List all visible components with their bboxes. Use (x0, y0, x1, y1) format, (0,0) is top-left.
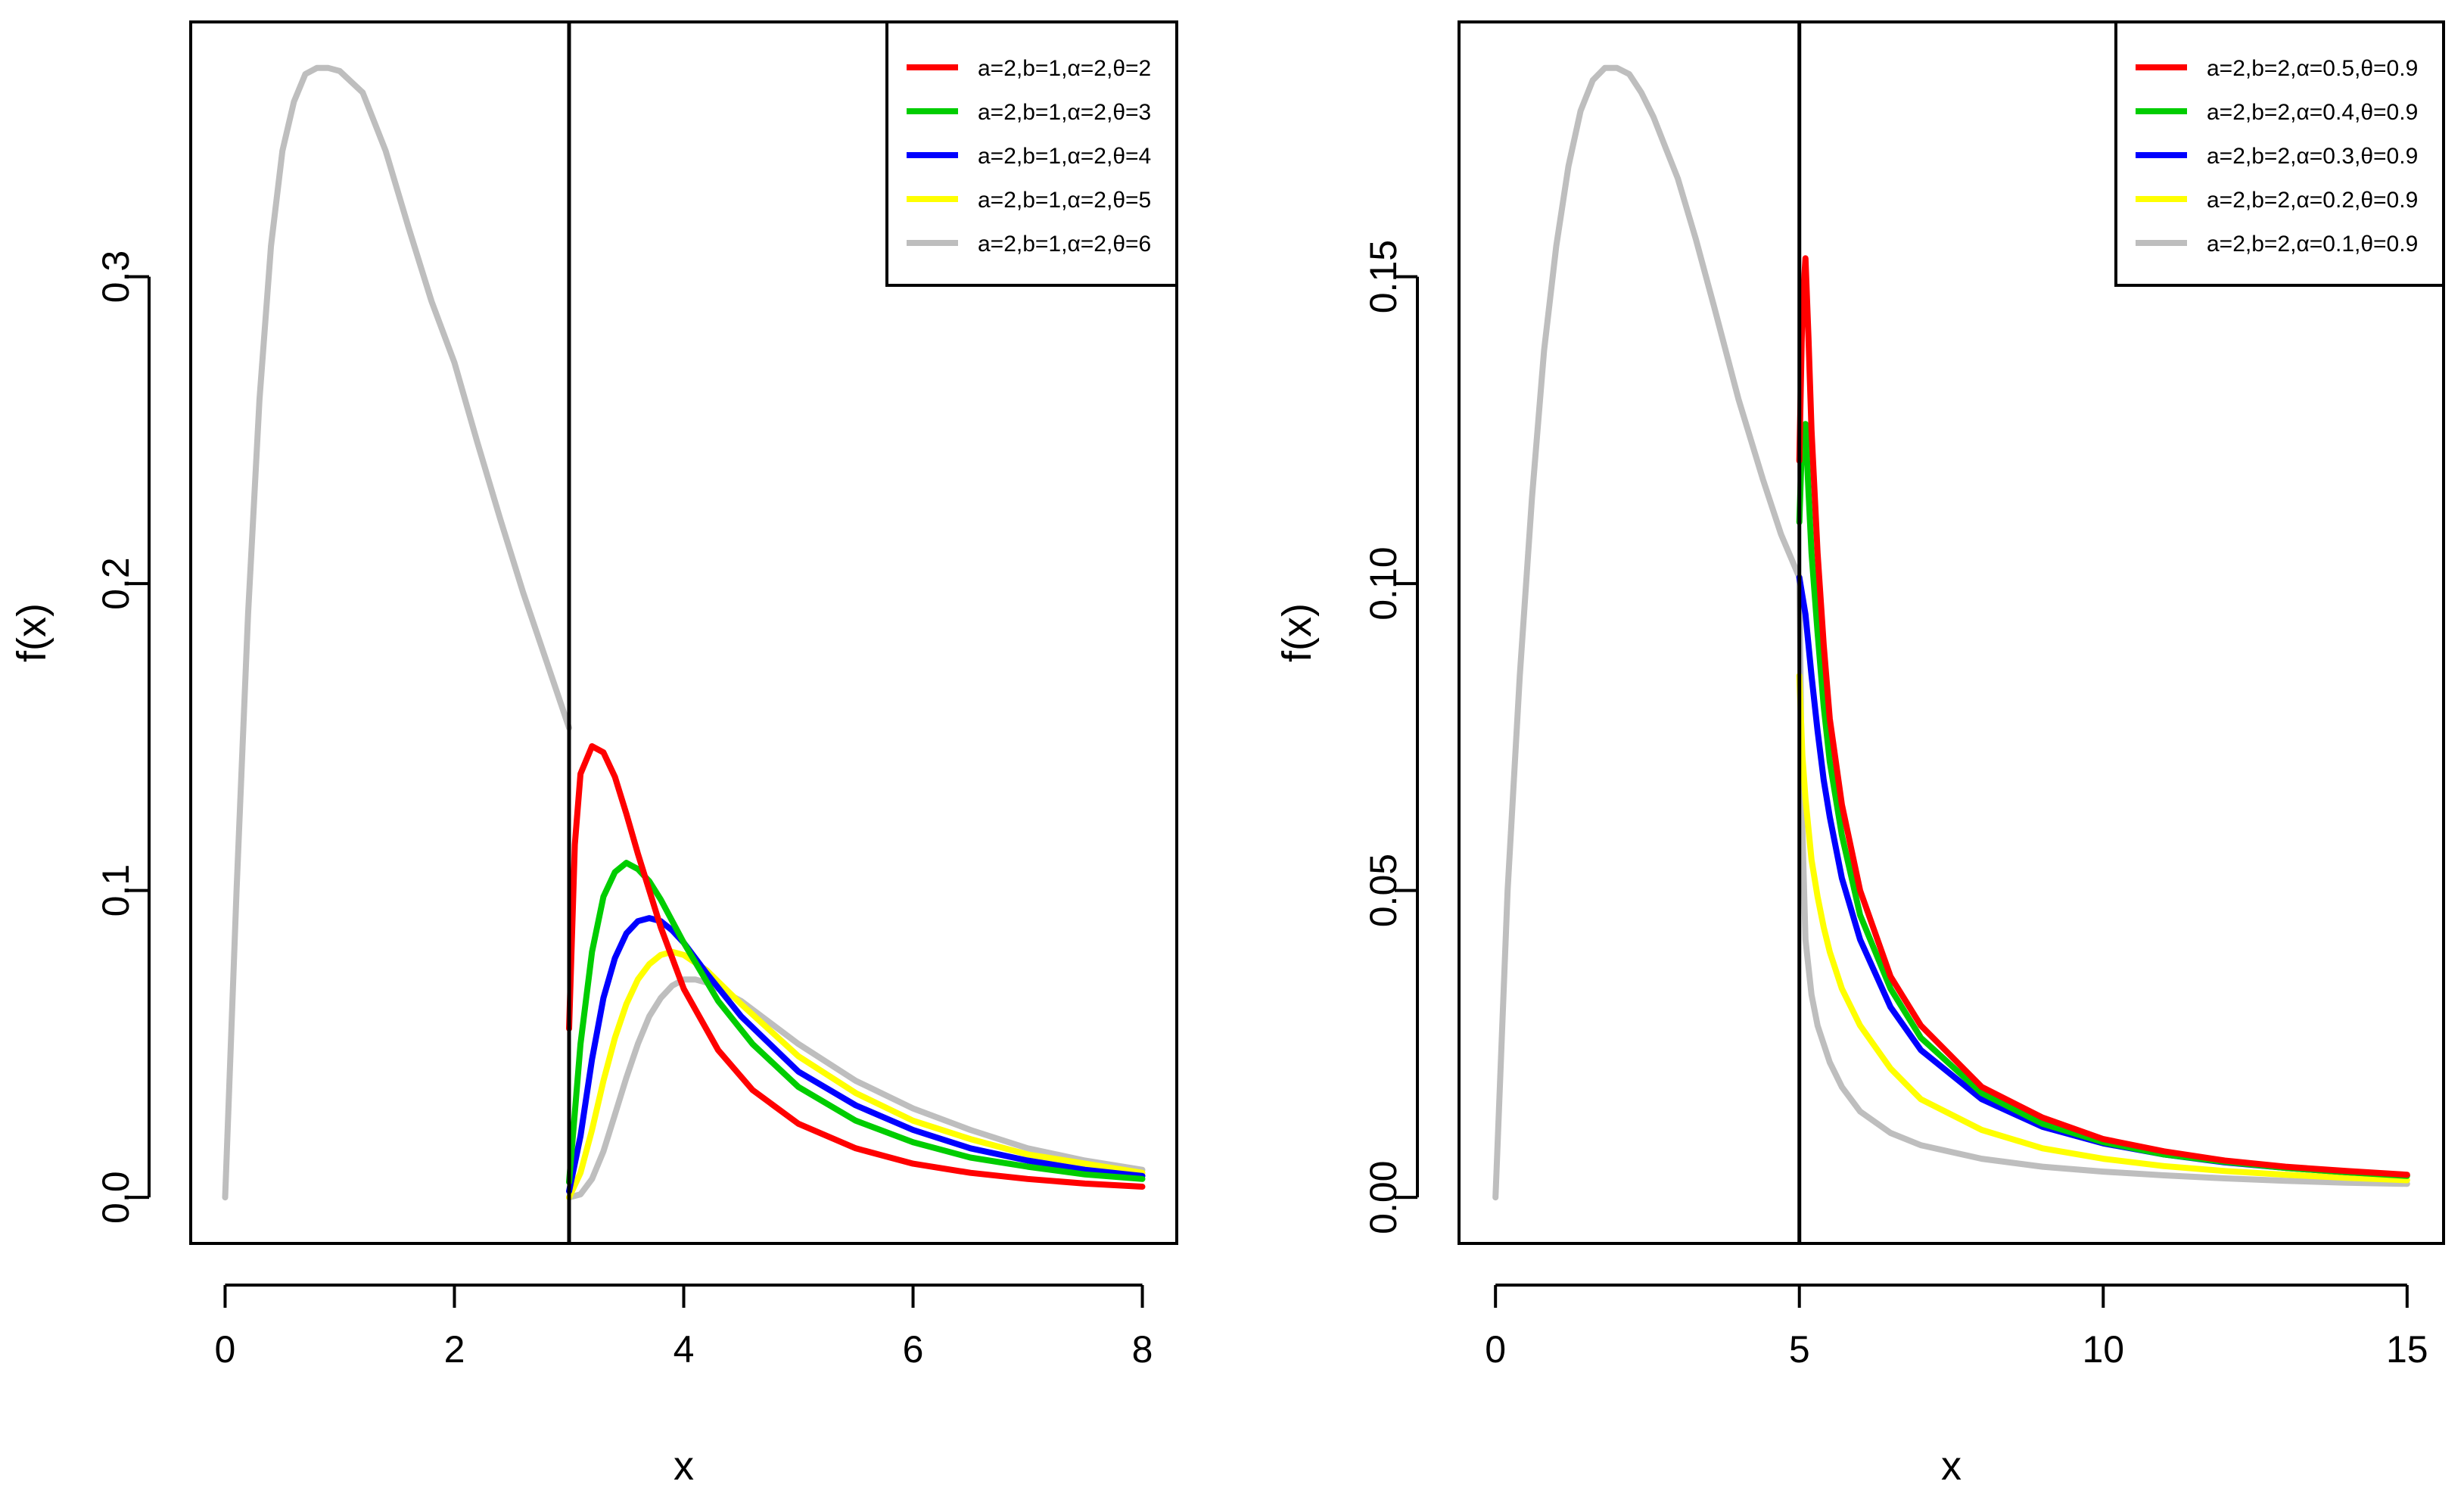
x-axis-title: x (674, 1443, 694, 1489)
x-tick-label: 4 (674, 1328, 695, 1371)
base-density-curve (1492, 64, 1803, 1201)
y-tick-label: 0.3 (95, 251, 137, 303)
y-tick-label: 0.15 (1362, 240, 1405, 313)
y-axis-title: f(x) (9, 603, 54, 662)
legend-label-1: a=2,b=2,α=0.5,θ=0.9 (2207, 56, 2418, 81)
y-tick-label: 0.10 (1362, 546, 1405, 620)
legend-label-5: a=2,b=1,α=2,θ=6 (978, 232, 1151, 257)
legend-label-1: a=2,b=1,α=2,θ=2 (978, 56, 1151, 81)
x-tick-label: 6 (903, 1328, 924, 1371)
x-axis-title: x (1941, 1443, 1962, 1489)
legend-label-2: a=2,b=1,α=2,θ=3 (978, 100, 1151, 125)
x-tick-label: 0 (215, 1328, 236, 1371)
series-line-1 (566, 743, 1146, 1190)
series-line-4 (566, 948, 1146, 1201)
series-line-1 (1796, 255, 2410, 1178)
plot-curves (1492, 64, 2410, 1201)
x-tick-label: 5 (1789, 1328, 1810, 1371)
x-tick-label: 8 (1132, 1328, 1153, 1371)
legend: a=2,b=1,α=2,θ=2 a=2,b=1,α=2,θ=3 a=2,b=1,α=… (885, 20, 1178, 287)
legend-label-5: a=2,b=2,α=0.1,θ=0.9 (2207, 232, 2418, 257)
series-line-5 (566, 976, 1146, 1201)
legend-label-4: a=2,b=1,α=2,θ=5 (978, 188, 1151, 213)
left-panel: 0 2 4 6 80.00.10.20.3xf(x)a=2,b=1,α=2,θ=2a=2… (9, 20, 1178, 1489)
legend: a=2,b=2,α=0.5,θ=0.9 a=2,b=2,α=0.4,θ=0.9 a=… (2114, 20, 2445, 287)
x-tick-label: 15 (2386, 1328, 2428, 1371)
x-tick-label: 0 (1485, 1328, 1506, 1371)
legend-label-3: a=2,b=1,α=2,θ=4 (978, 144, 1151, 169)
series-line-4 (1796, 672, 2410, 1184)
legend-label-2: a=2,b=2,α=0.4,θ=0.9 (2207, 100, 2418, 125)
series-line-5 (1796, 574, 2410, 1187)
plot-frame (1458, 20, 2445, 1245)
y-axis: 0.0 0.1 0.2 0.3 (95, 251, 151, 1224)
y-tick-label: 0.1 (95, 864, 137, 917)
x-axis: 0 5 10 15 (1485, 1284, 2428, 1371)
y-tick-label: 0.2 (95, 557, 137, 610)
series-line-2 (566, 860, 1146, 1185)
y-tick-label: 0.00 (1362, 1161, 1405, 1234)
legend-label-4: a=2,b=2,α=0.2,θ=0.9 (2207, 188, 2418, 213)
y-tick-label: 0.05 (1362, 854, 1405, 927)
y-axis: 0.00 0.05 0.10 0.15 (1362, 240, 1419, 1234)
plot-frame (189, 20, 1178, 1245)
legend-label-3: a=2,b=2,α=0.3,θ=0.9 (2207, 144, 2418, 169)
x-tick-label: 2 (444, 1328, 465, 1371)
base-density-curve (222, 64, 572, 1201)
plot-curves (222, 64, 1146, 1201)
x-axis: 0 2 4 6 8 (215, 1284, 1153, 1371)
y-tick-label: 0.0 (95, 1171, 137, 1224)
x-tick-label: 10 (2082, 1328, 2124, 1371)
right-panel: 0 5 10 15 0.00 0.05 0.10 0.15 x f(x) a=2,b=2,α=0.5… (1274, 20, 2445, 1489)
y-axis-title: f(x) (1274, 603, 1320, 662)
